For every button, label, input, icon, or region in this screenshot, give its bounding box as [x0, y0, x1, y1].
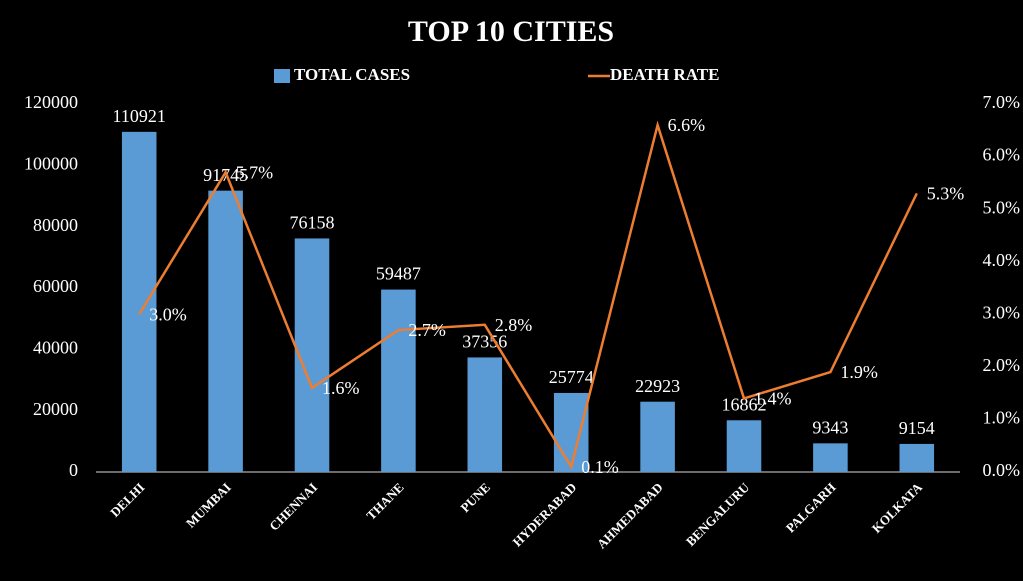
chart-title: TOP 10 CITIES: [408, 15, 614, 48]
x-tick-label: PUNE: [457, 480, 493, 516]
bar-value-label: 16862: [722, 394, 767, 414]
bar: [121, 131, 157, 472]
bar-value-label: 76158: [290, 213, 335, 233]
x-tick-label: HYDERABAD: [510, 480, 580, 550]
line-value-label: 1.6%: [322, 378, 360, 398]
y-tick-label: 120000: [24, 92, 78, 112]
line-value-label: 0.1%: [581, 457, 619, 477]
line-value-label: 3.0%: [149, 304, 187, 324]
legend-swatch: [274, 69, 290, 83]
x-tick-label: AHMEDABAD: [594, 480, 666, 552]
bar-value-label: 22923: [635, 376, 680, 396]
bar: [813, 443, 848, 472]
line-value-label: 6.6%: [668, 115, 706, 135]
bar-value-label: 110921: [113, 106, 166, 126]
x-tick-label: THANE: [363, 480, 406, 523]
line: [138, 120, 918, 470]
bar: [726, 420, 762, 472]
x-tick-label: PALGARH: [783, 480, 839, 536]
bar: [467, 357, 503, 472]
y-tick-label: 40000: [33, 337, 78, 357]
y-tick-label: 80000: [33, 215, 78, 235]
y2-tick-label: 0.0%: [983, 460, 1021, 480]
bar-value-label: 25774: [549, 367, 594, 387]
y2-tick-label: 6.0%: [983, 145, 1021, 165]
y-tick-label: 100000: [24, 153, 78, 173]
bar: [899, 443, 935, 472]
legend-label: DEATH RATE: [610, 65, 719, 84]
x-tick-label: MUMBAI: [183, 480, 234, 531]
line-value-label: 5.7%: [236, 162, 274, 182]
y-tick-label: 60000: [33, 276, 78, 296]
bar-value-label: 9343: [812, 417, 848, 437]
line-value-label: 5.3%: [927, 183, 965, 203]
y2-tick-label: 2.0%: [983, 355, 1021, 375]
bar-value-label: 59487: [376, 264, 421, 284]
x-tick-label: BENGALURU: [683, 479, 753, 549]
line-value-label: 2.7%: [408, 320, 446, 340]
bar-value-label: 37356: [462, 332, 507, 352]
y-tick-label: 0: [69, 460, 78, 480]
y-tick-label: 20000: [33, 399, 78, 419]
bar: [208, 190, 243, 472]
line-value-label: 2.8%: [495, 315, 533, 335]
line-value-label: 1.4%: [754, 389, 792, 409]
line-value-label: 1.9%: [840, 362, 878, 382]
x-tick-label: CHENNAI: [266, 480, 320, 534]
y2-tick-label: 4.0%: [983, 250, 1021, 270]
bar: [294, 238, 330, 472]
x-tick-label: DELHI: [107, 480, 147, 520]
bar: [553, 392, 589, 472]
x-tick-label: KOLKATA: [869, 479, 926, 536]
y2-tick-label: 1.0%: [983, 408, 1021, 428]
legend-label: TOTAL CASES: [294, 65, 410, 84]
y2-tick-label: 7.0%: [983, 92, 1021, 112]
bar-value-label: 9154: [899, 418, 935, 438]
y2-tick-label: 5.0%: [983, 197, 1021, 217]
y2-tick-label: 3.0%: [983, 302, 1021, 322]
bar: [640, 401, 675, 472]
bar: [381, 289, 416, 472]
